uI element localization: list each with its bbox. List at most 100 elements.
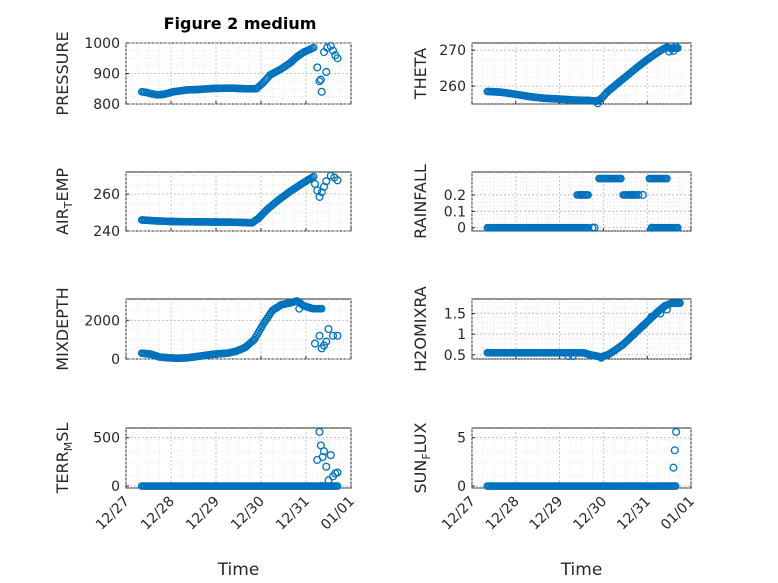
subplot-mixdepth: 0 2000 MIXDEPTH <box>53 287 352 371</box>
y-axis-label: TERRMSL <box>53 423 75 495</box>
y-tick-label: 270 <box>439 43 466 59</box>
data-point <box>662 305 671 314</box>
y-tick-label: 240 <box>93 224 120 240</box>
subplot-h2omixra: 0.5 1 1.5 H2OMIXRA <box>411 286 692 372</box>
data-series <box>483 174 682 232</box>
subplot-air-temp: 240 260 AIRTEMP <box>53 168 352 240</box>
data-series <box>137 171 342 227</box>
data-point <box>295 304 304 313</box>
data-point <box>333 331 342 340</box>
data-point <box>593 99 602 108</box>
data-point <box>564 352 573 361</box>
subplot-sun-flux: 12/27 12/28 12/29 12/30 12/31 01/01 0 5 SUNFLUX T… <box>411 422 698 580</box>
x-tick-label: 12/29 <box>183 494 223 534</box>
data-point <box>577 190 586 199</box>
y-tick-label: 0 <box>457 479 466 495</box>
data-point <box>316 75 325 84</box>
data-point <box>581 190 590 199</box>
y-axis-label: H2OMIXRA <box>411 286 430 372</box>
data-point <box>317 87 326 96</box>
x-tick-label: 12/30 <box>570 494 610 534</box>
data-point <box>568 352 577 361</box>
x-tick-label: 12/28 <box>138 494 178 534</box>
data-point <box>674 223 682 232</box>
x-tick-label: 12/31 <box>273 494 313 534</box>
data-point <box>656 309 665 318</box>
subplot-terr-msl: 12/27 12/28 12/29 12/30 12/31 01/01 0 500 TERRMS… <box>53 423 358 580</box>
y-tick-label: 0.5 <box>444 348 466 364</box>
data-point <box>597 353 606 362</box>
y-tick-label: 5 <box>457 431 466 447</box>
x-tick-label: 01/01 <box>658 494 698 534</box>
x-axis-label: Time <box>217 560 260 580</box>
data-series <box>483 299 684 362</box>
data-point <box>317 482 326 491</box>
y-tick-label: 0 <box>111 352 120 368</box>
data-point <box>638 321 647 330</box>
data-point <box>322 462 331 471</box>
data-point <box>313 63 322 72</box>
y-tick-label: 260 <box>93 187 120 203</box>
y-tick-label: 1 <box>457 327 466 343</box>
data-series <box>483 427 681 490</box>
data-point <box>638 190 647 199</box>
data-series <box>137 427 342 491</box>
data-point <box>663 174 671 183</box>
data-point <box>333 482 342 490</box>
x-tick-label: 12/27 <box>439 494 479 534</box>
y-tick-label: 2000 <box>84 313 120 329</box>
data-series <box>137 41 342 99</box>
data-point <box>309 43 318 52</box>
x-tick-label: 12/29 <box>527 494 567 534</box>
data-point <box>319 447 329 456</box>
data-point <box>647 223 656 232</box>
data-point <box>309 172 318 181</box>
data-point <box>634 190 643 199</box>
y-tick-label: 500 <box>93 431 120 447</box>
data-point <box>315 192 324 201</box>
y-axis-label: PRESSURE <box>53 31 72 115</box>
x-tick-label: 12/30 <box>228 494 268 534</box>
x-axis-label: Time <box>560 560 603 580</box>
data-point <box>317 304 326 313</box>
y-axis-label: RAINFALL <box>411 164 430 239</box>
data-point <box>670 446 679 455</box>
y-tick-label: 260 <box>439 79 466 95</box>
data-point <box>315 77 324 86</box>
data-point <box>669 46 678 55</box>
y-tick-label: 1000 <box>84 36 120 52</box>
data-point <box>630 330 639 339</box>
y-axis-label: AIRTEMP <box>53 168 75 235</box>
data-point <box>328 331 338 340</box>
data-point <box>333 176 342 185</box>
y-axis-label: THETA <box>411 48 430 100</box>
y-tick-label: 900 <box>93 67 120 83</box>
y-tick-label: 1.5 <box>444 306 466 322</box>
data-point <box>315 331 324 340</box>
data-point <box>315 427 324 436</box>
data-point <box>310 339 320 348</box>
x-tick-label: 12/31 <box>614 494 654 534</box>
y-tick-label: 0.2 <box>444 188 466 204</box>
y-axis-label: MIXDEPTH <box>53 287 72 370</box>
data-point <box>322 67 331 77</box>
data-point <box>665 47 674 56</box>
data-point <box>318 452 327 462</box>
subplot-rainfall: 00.10.2 RAINFALL <box>411 164 692 239</box>
subplot-pressure: 800 900 1000 PRESSURE <box>53 31 352 116</box>
subplot-theta: 260 270 THETA <box>411 42 692 108</box>
data-point <box>326 451 335 460</box>
y-tick-label: 0 <box>457 221 466 237</box>
data-point <box>328 46 338 55</box>
x-tick-label: 01/01 <box>318 494 358 534</box>
x-tick-label: 12/28 <box>483 494 523 534</box>
data-point <box>322 177 331 186</box>
data-point <box>671 482 680 490</box>
figure-title: Figure 2 medium <box>164 14 317 33</box>
data-point <box>333 54 342 63</box>
data-point <box>671 42 680 51</box>
data-point <box>647 312 656 321</box>
data-point <box>333 468 342 477</box>
